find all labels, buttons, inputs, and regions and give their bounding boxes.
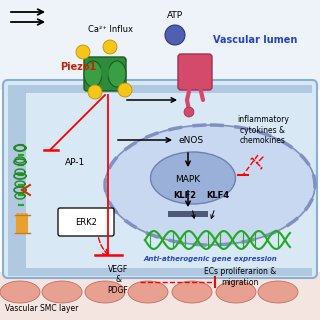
Ellipse shape: [105, 125, 315, 245]
Text: AP-1: AP-1: [65, 157, 85, 166]
Ellipse shape: [85, 281, 125, 303]
Ellipse shape: [84, 61, 102, 87]
Ellipse shape: [108, 61, 126, 87]
Ellipse shape: [42, 281, 82, 303]
Bar: [168, 211, 208, 217]
Text: Anti-atherogenic gene expression: Anti-atherogenic gene expression: [143, 256, 277, 262]
Text: inflammatory
cytokines &
chemokines: inflammatory cytokines & chemokines: [237, 115, 289, 145]
FancyBboxPatch shape: [3, 80, 317, 278]
Text: Piezo1: Piezo1: [60, 62, 96, 72]
Text: ECs proliferarion &
migration: ECs proliferarion & migration: [204, 267, 276, 287]
Circle shape: [184, 107, 194, 117]
Text: Vascular lumen: Vascular lumen: [213, 35, 297, 45]
Text: Vascular SMC layer: Vascular SMC layer: [5, 304, 78, 313]
Ellipse shape: [101, 60, 109, 80]
Circle shape: [165, 25, 185, 45]
Circle shape: [76, 45, 90, 59]
Bar: [0, 0, 320, 90]
Text: KLF2: KLF2: [173, 190, 196, 199]
Text: eNOS: eNOS: [178, 135, 203, 145]
Bar: [8, 268, 312, 276]
FancyBboxPatch shape: [178, 54, 212, 90]
Text: MAPK: MAPK: [175, 175, 201, 184]
Text: ATP: ATP: [167, 11, 183, 20]
Ellipse shape: [172, 281, 212, 303]
Ellipse shape: [216, 281, 256, 303]
FancyBboxPatch shape: [58, 208, 114, 236]
Text: VEGF
&
PDGF: VEGF & PDGF: [108, 265, 128, 295]
Circle shape: [88, 85, 102, 99]
Ellipse shape: [150, 152, 236, 204]
Bar: [8, 85, 26, 273]
FancyBboxPatch shape: [84, 57, 126, 91]
Circle shape: [118, 83, 132, 97]
Text: ERK2: ERK2: [75, 218, 97, 227]
Circle shape: [103, 40, 117, 54]
Text: Ca²⁺ Influx: Ca²⁺ Influx: [87, 25, 132, 34]
Bar: [8, 85, 312, 93]
Bar: [0, 272, 320, 320]
Text: KLF4: KLF4: [206, 190, 229, 199]
Ellipse shape: [128, 281, 168, 303]
Ellipse shape: [258, 281, 298, 303]
Ellipse shape: [0, 281, 40, 303]
